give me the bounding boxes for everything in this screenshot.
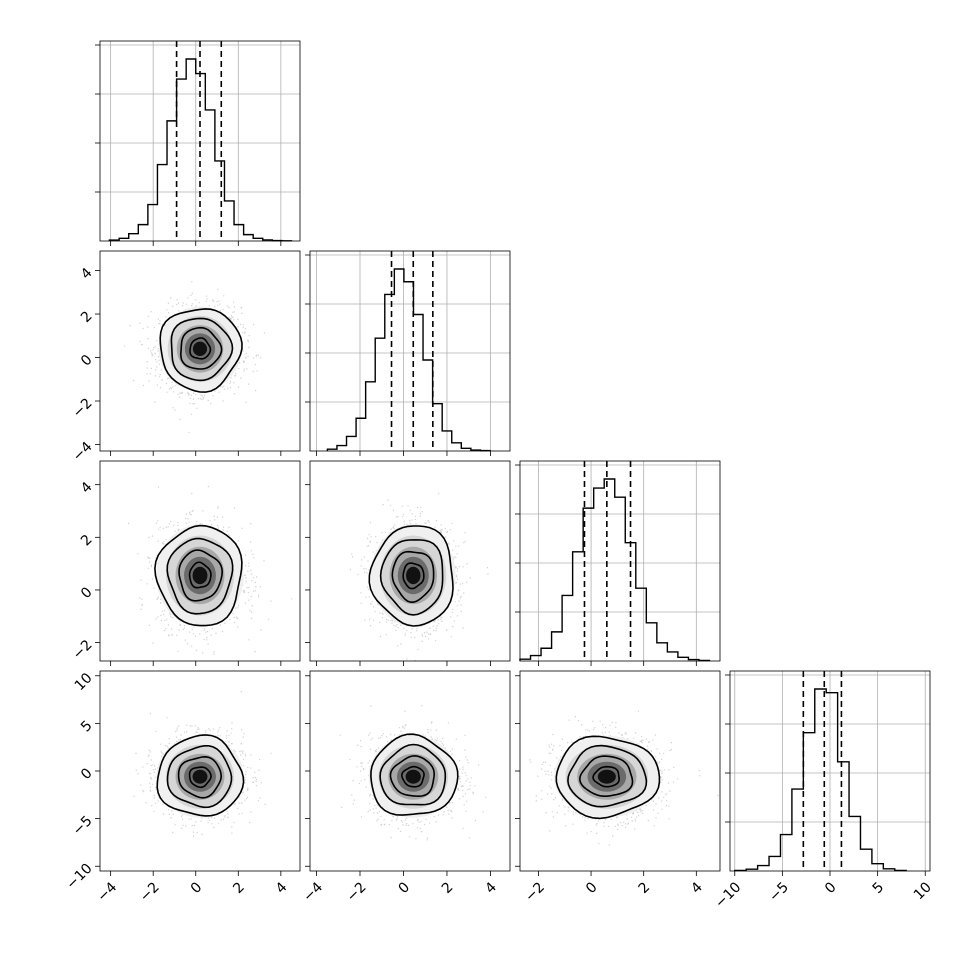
contour-0	[592, 765, 620, 788]
axes-frame	[519, 460, 721, 662]
histogram-2	[519, 478, 711, 662]
y-tick-label: 0	[78, 765, 96, 783]
y-tick-label: 10	[72, 670, 96, 694]
contour-2	[166, 745, 233, 809]
axes-frame	[729, 670, 931, 872]
x-tick-label: −4	[300, 879, 326, 905]
density-area	[124, 281, 265, 434]
density-area	[339, 705, 487, 841]
density-shade-4	[597, 769, 616, 784]
contour-0	[188, 766, 212, 789]
y-tick-label: 0	[78, 352, 96, 370]
hist-panel-2	[515, 460, 721, 666]
x-tick-label: 5	[870, 879, 888, 897]
contour-2	[379, 743, 447, 806]
contour-3	[159, 308, 243, 393]
y-tick-label: −2	[70, 395, 96, 421]
scatter-panel-3-2	[515, 670, 721, 876]
contour-1	[578, 755, 634, 797]
x-tick-label: −2	[344, 879, 370, 905]
contour-1	[391, 550, 435, 604]
axes-frame	[309, 670, 511, 872]
contour-2	[567, 744, 648, 808]
hist-panel-3	[725, 670, 931, 876]
density-area	[128, 485, 293, 655]
x-tick-label: −10	[712, 879, 744, 911]
contour-1	[177, 755, 223, 799]
contour-3	[368, 525, 454, 627]
x-tick-label: −2	[137, 879, 163, 905]
density-shade-4	[405, 769, 421, 784]
scatter-panel-3-0	[95, 670, 301, 876]
contour-1	[179, 326, 223, 370]
x-tick-label: 4	[482, 879, 500, 897]
x-tick-label: −4	[94, 879, 120, 905]
contour-2	[166, 537, 234, 615]
density-shade-4	[192, 769, 208, 784]
y-tick-label: 2	[78, 308, 96, 326]
contour-1	[389, 755, 436, 798]
scatter-panel-2-1	[305, 460, 511, 666]
y-tick-label: −5	[70, 813, 96, 839]
density-shade-4	[192, 341, 208, 357]
y-tick-label: 5	[78, 718, 96, 736]
axes-frame	[99, 460, 301, 662]
density-area	[133, 691, 272, 837]
y-tick-label: −2	[70, 637, 96, 663]
x-tick-label: 2	[230, 879, 248, 897]
axes-frame	[99, 250, 301, 452]
axes-frame	[309, 250, 511, 452]
density-area	[529, 710, 719, 846]
sample-points	[128, 485, 293, 655]
x-tick-label: 4	[688, 879, 706, 897]
axes-frame	[309, 460, 511, 662]
histogram-1	[326, 268, 491, 452]
contour-0	[189, 337, 212, 360]
contour-3	[156, 734, 245, 817]
y-tick-label: 4	[78, 265, 96, 283]
contour-0	[188, 561, 212, 589]
x-tick-label: −5	[766, 879, 792, 905]
contour-3	[555, 735, 661, 820]
scatter-panel-3-1	[305, 670, 511, 876]
axes-frame	[99, 670, 301, 872]
axes-frame	[519, 670, 721, 872]
hist-panel-1	[305, 250, 511, 456]
contour-2	[170, 317, 234, 382]
x-tick-label: 2	[439, 879, 457, 897]
histogram-3	[734, 688, 907, 872]
scatter-panel-1-0	[95, 250, 301, 456]
y-tick-label: −4	[70, 439, 96, 465]
x-tick-label: 2	[636, 879, 654, 897]
density-area	[349, 492, 489, 661]
density-shade-4	[406, 566, 421, 585]
scatter-panel-2-0	[95, 460, 301, 666]
y-tick-label: 0	[78, 584, 96, 602]
contour-3	[154, 524, 243, 627]
x-tick-label: 0	[188, 879, 206, 897]
contour-0	[400, 765, 425, 788]
hist-panel-0	[95, 40, 301, 246]
x-tick-label: 0	[583, 879, 601, 897]
x-tick-label: 4	[273, 879, 291, 897]
y-tick-label: 2	[78, 532, 96, 550]
sample-points	[124, 281, 265, 434]
contour-3	[370, 733, 459, 816]
contour-2	[379, 539, 444, 616]
x-tick-label: −2	[522, 879, 548, 905]
x-tick-label: 10	[911, 879, 935, 903]
contour-0	[402, 562, 425, 590]
x-tick-label: 0	[395, 879, 413, 897]
density-shade-4	[192, 566, 208, 585]
axes-frame	[99, 40, 301, 242]
x-tick-label: 0	[822, 879, 840, 897]
y-tick-label: 4	[78, 479, 96, 497]
y-tick-label: −10	[63, 861, 95, 893]
contour-1	[178, 549, 224, 602]
